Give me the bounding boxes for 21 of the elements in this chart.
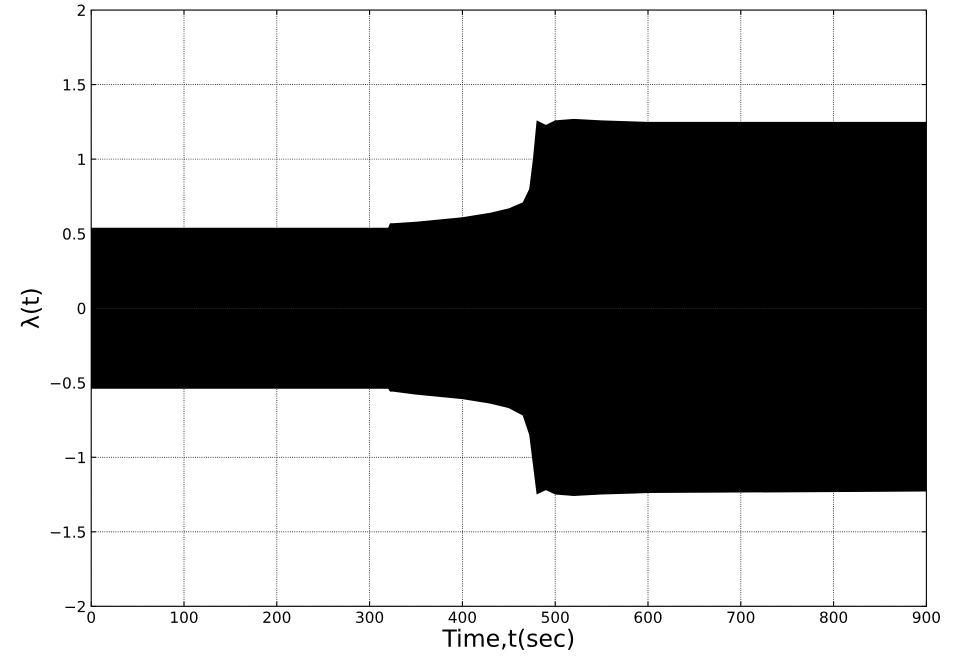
y-tick-label: 1: [78, 154, 85, 165]
y-tick-label: 0.5: [63, 228, 86, 240]
x-tick-label: 300: [356, 611, 384, 624]
x-axis-title: Time,t(sec): [442, 628, 574, 650]
y-tick-label: 1.5: [64, 79, 86, 91]
x-tick-label: 700: [727, 611, 754, 624]
y-axis-title: λ(t): [20, 289, 42, 328]
y-tick-label: −2: [65, 600, 85, 612]
y-tick-label: 2: [78, 4, 85, 16]
x-tick-label: 100: [171, 611, 198, 624]
y-tick-label: −1.5: [50, 526, 86, 538]
y-tick-label: −1: [65, 452, 85, 464]
x-tick-label: 400: [448, 611, 476, 624]
x-tick-label: 500: [542, 611, 569, 624]
x-tick-label: 0: [87, 611, 96, 624]
y-tick-label: 0: [78, 302, 86, 314]
y-tick-label: −0.5: [50, 377, 86, 389]
x-tick-label: 900: [912, 611, 940, 624]
x-tick-label: 800: [820, 611, 848, 624]
x-tick-label: 600: [634, 611, 662, 624]
x-tick-label: 200: [263, 611, 290, 624]
